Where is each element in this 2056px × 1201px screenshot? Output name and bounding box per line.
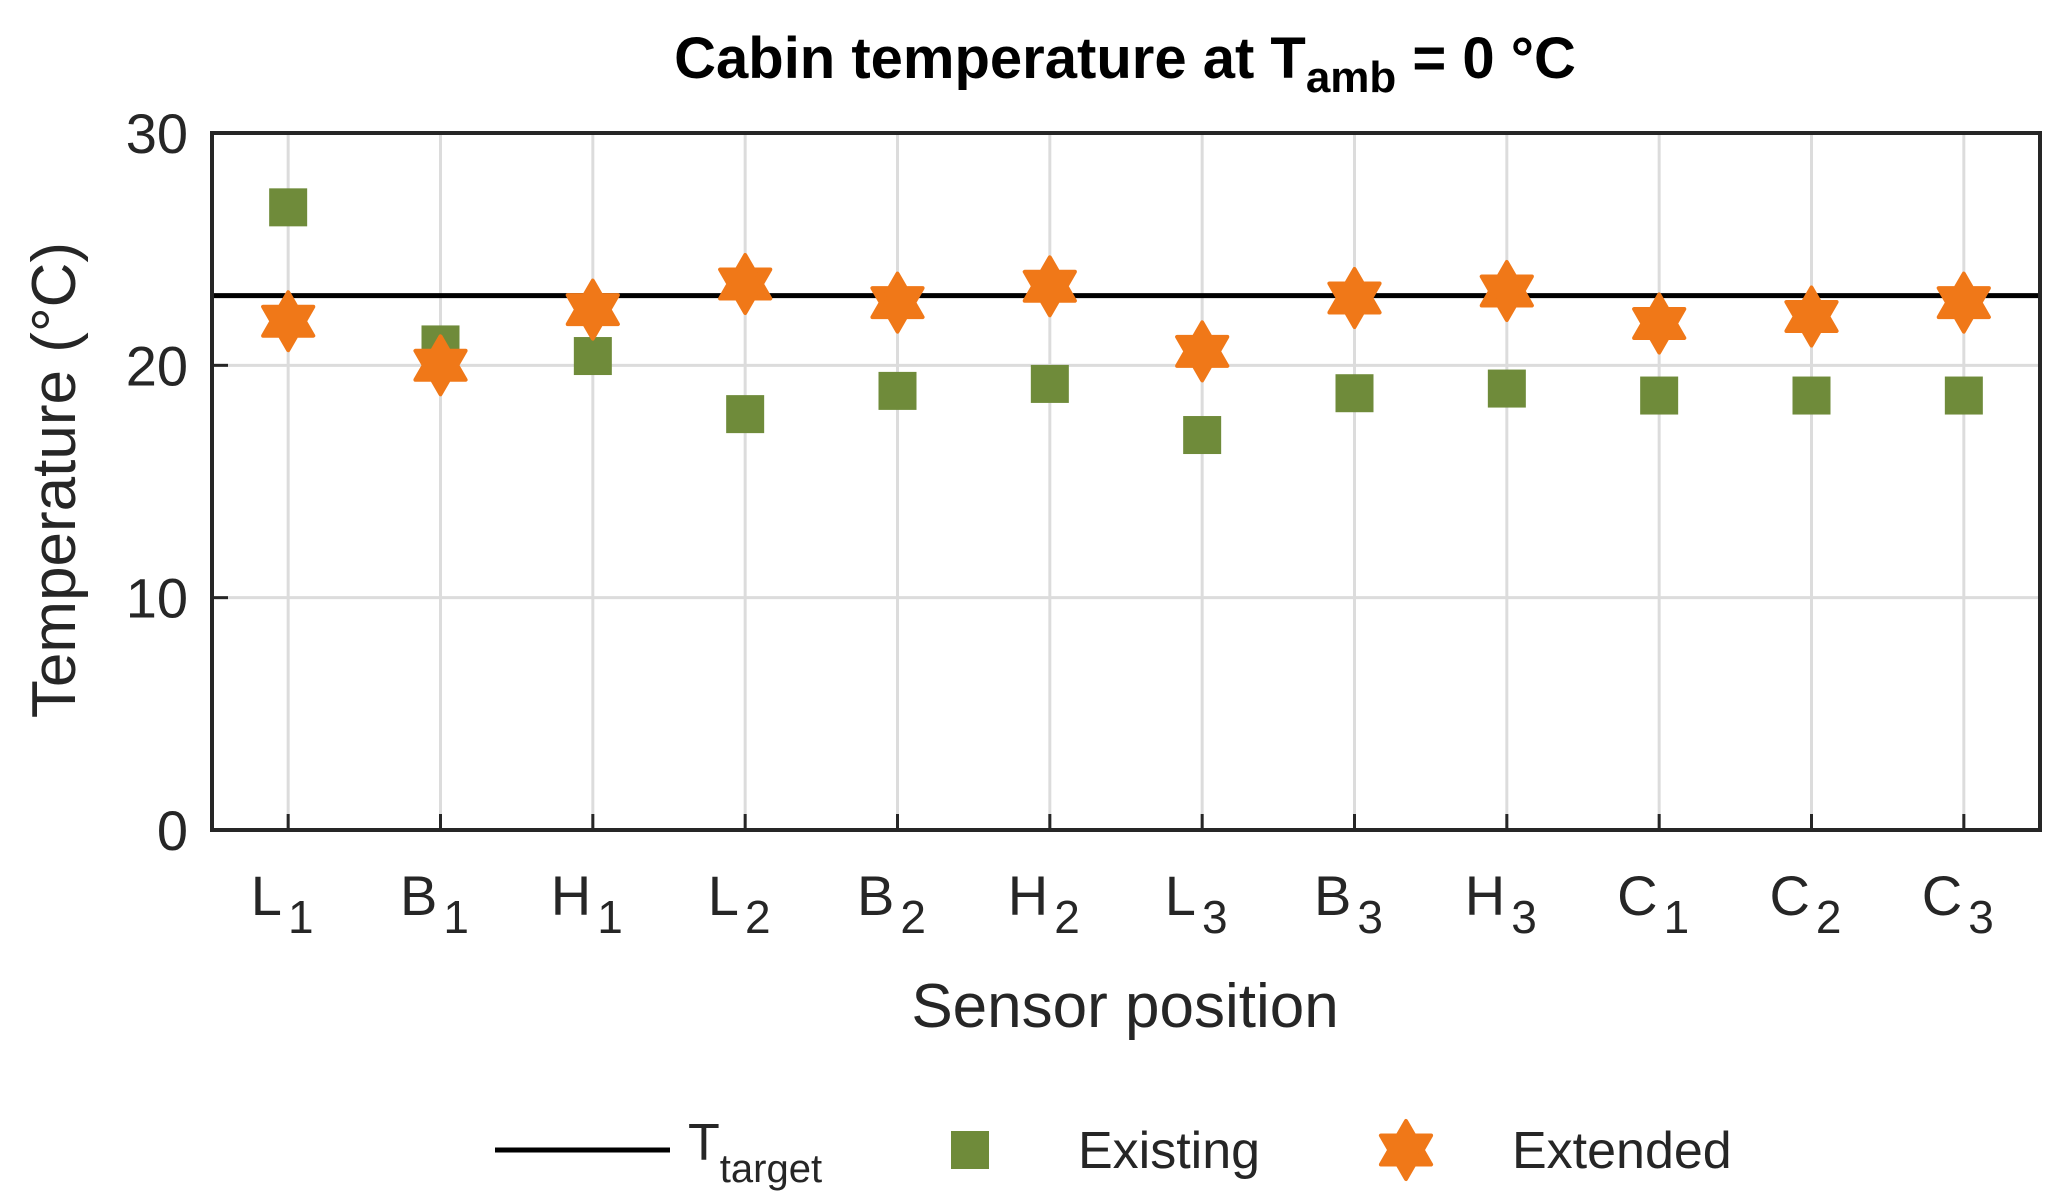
existing-point [1640,376,1679,415]
y-tick-label: 10 [126,567,188,630]
extended-point [1175,320,1230,383]
extended-point [1632,292,1687,355]
legend-extended-marker [1378,1119,1434,1181]
chart-title-sub: amb [1306,53,1396,102]
existing-point [1183,416,1222,455]
grid-lines [212,131,2040,832]
existing-point [878,371,917,410]
existing-point [1487,369,1526,408]
existing-point [1792,376,1831,415]
y-tick-labels: 0 10 20 30 [126,102,188,862]
existing-point [269,188,308,227]
y-tick-label: 0 [157,799,188,862]
existing-point [573,337,612,376]
data-markers [261,188,1991,455]
existing-point [1944,376,1983,415]
legend-target-label: Ttarget [688,1114,822,1191]
extended-point [1784,285,1839,348]
extended-point [1327,267,1382,329]
extended-point [413,334,468,397]
y-axis-label: Temperature (°C) [20,242,89,718]
existing-point [1030,364,1069,403]
chart-title-main: Cabin temperature at T [674,26,1306,91]
legend-existing-marker [951,1131,989,1169]
chart-title: Cabin temperature at Tamb = 0 °C [674,26,1576,102]
y-tick-label: 30 [126,102,188,165]
extended-point [718,253,773,315]
extended-point [870,271,925,334]
extended-point [1936,271,1991,334]
legend-extended-label: Extended [1512,1122,1732,1180]
existing-point [1335,374,1374,413]
extended-point [261,290,316,353]
plot-frame [210,131,2042,832]
extended-point [1479,260,1534,322]
extended-point [565,278,620,341]
legend: Ttarget Existing Extended [495,1114,1732,1191]
chart-title-tail: = 0 °C [1396,26,1576,91]
existing-point [726,395,765,434]
x-axis-label: Sensor position [911,972,1338,1041]
extended-point [1022,255,1077,318]
legend-existing-label: Existing [1078,1122,1260,1180]
y-tick-label: 20 [126,334,188,397]
